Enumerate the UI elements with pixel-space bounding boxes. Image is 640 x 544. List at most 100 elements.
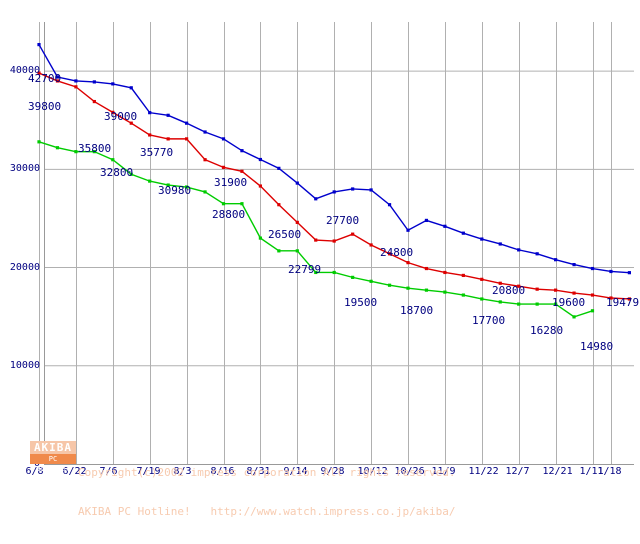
y-tick-label: 30000 — [9, 163, 40, 175]
data-point-marker — [627, 297, 631, 301]
data-point-label: 30980 — [158, 184, 192, 197]
data-point-label: 16280 — [530, 324, 564, 337]
data-point-marker — [295, 181, 299, 185]
data-point-marker — [185, 185, 189, 189]
data-point-marker — [480, 297, 484, 301]
data-point-label: 24800 — [380, 246, 414, 259]
data-point-marker — [55, 146, 60, 150]
data-point-marker — [369, 188, 373, 192]
data-point-label: 20800 — [492, 284, 526, 297]
data-point-marker — [314, 238, 318, 242]
data-point-marker — [185, 121, 189, 125]
data-point-marker — [351, 187, 355, 191]
x-tick-label: 7/6 — [99, 466, 118, 477]
data-point-marker — [517, 302, 521, 306]
data-point-marker — [92, 80, 96, 84]
y-tick-label: 20000 — [9, 261, 40, 273]
data-point-marker — [148, 133, 152, 137]
data-point-label: 27700 — [326, 214, 360, 227]
data-point-marker — [92, 99, 96, 104]
data-point-marker — [387, 252, 392, 256]
data-point-marker — [351, 232, 355, 236]
data-point-label: 39000 — [104, 110, 138, 123]
data-point-marker — [554, 302, 558, 306]
data-point-label: 35800 — [78, 142, 112, 155]
data-point-marker — [590, 266, 595, 271]
x-tick-label: 12/7 — [505, 466, 530, 477]
data-point-marker — [74, 150, 78, 154]
data-point-marker — [277, 249, 281, 253]
data-point-marker — [443, 224, 447, 228]
data-point-marker — [74, 85, 78, 89]
data-point-marker — [461, 293, 465, 297]
data-point-marker — [572, 263, 576, 267]
data-point-marker — [424, 288, 429, 292]
data-point-label: 19600 — [552, 296, 586, 309]
data-point-marker — [406, 261, 410, 265]
gridlines — [39, 22, 634, 464]
x-tick-label: 12/21 — [542, 466, 573, 477]
x-tick-label: 8/3 — [173, 466, 192, 477]
data-point-marker — [277, 203, 281, 207]
data-point-marker — [572, 315, 576, 319]
data-point-marker — [535, 302, 539, 306]
data-point-label: 19500 — [344, 296, 378, 309]
data-point-marker — [240, 169, 244, 173]
data-point-marker — [554, 258, 558, 262]
data-point-marker — [387, 283, 392, 287]
data-point-label: 14980 — [580, 340, 614, 353]
copyright-line: Copyright(c)2002 impress corporation All… — [78, 466, 456, 479]
data-point-marker — [387, 203, 392, 207]
data-point-marker — [517, 284, 521, 288]
data-point-marker — [498, 281, 502, 285]
x-tick-label: 10/12 — [357, 466, 388, 477]
data-point-marker — [92, 150, 96, 154]
data-point-marker — [295, 220, 299, 224]
data-point-label: 18700 — [400, 304, 434, 317]
x-tick-label: 1/18 — [597, 466, 622, 477]
data-point-marker — [203, 130, 207, 134]
data-point-marker — [221, 165, 226, 169]
akiba-logo: AKIBA PC Hotline! — [30, 441, 76, 473]
data-point-marker — [111, 82, 115, 86]
data-point-marker — [240, 149, 244, 153]
data-point-marker — [203, 158, 207, 162]
data-point-label: 28800 — [212, 208, 246, 221]
data-point-marker — [55, 79, 60, 83]
data-point-marker — [55, 75, 60, 79]
data-point-label: 32800 — [100, 166, 134, 179]
data-point-label: 39800 — [28, 100, 62, 113]
data-point-marker — [461, 231, 465, 235]
data-point-marker — [185, 137, 189, 141]
data-point-marker — [369, 243, 373, 247]
data-point-marker — [424, 266, 429, 271]
data-point-marker — [535, 287, 539, 291]
data-point-marker — [406, 286, 410, 290]
x-tick-label: 1/11 — [579, 466, 604, 477]
data-point-marker — [351, 275, 355, 279]
x-tick-label: 9/28 — [320, 466, 345, 477]
data-point-label: 19479 — [606, 296, 640, 309]
data-point-marker — [129, 86, 133, 90]
data-point-marker — [221, 137, 226, 141]
data-point-marker — [572, 291, 576, 295]
axis-lines — [44, 22, 634, 465]
data-point-marker — [148, 111, 152, 115]
data-point-marker — [517, 248, 521, 252]
data-point-label: 22799 — [288, 263, 322, 276]
x-tick-label: 9/14 — [283, 466, 308, 477]
x-tick-label: 11/9 — [431, 466, 456, 477]
data-point-marker — [258, 236, 262, 240]
y-tick-label: 10000 — [9, 359, 40, 371]
chart-canvas: 010000200003000040000 6/86/227/67/198/38… — [9, 22, 640, 518]
data-point-marker — [480, 237, 484, 241]
data-point-marker — [461, 273, 465, 278]
data-point-marker — [166, 113, 170, 117]
x-tick-label: 8/31 — [246, 466, 271, 477]
x-tick-label: 6/22 — [62, 466, 87, 477]
data-point-marker — [240, 202, 244, 206]
data-point-marker — [37, 140, 41, 144]
data-point-marker — [129, 172, 133, 176]
data-point-marker — [609, 296, 613, 300]
source-url-line: AKIBA PC Hotline! http://www.watch.impre… — [78, 505, 456, 518]
